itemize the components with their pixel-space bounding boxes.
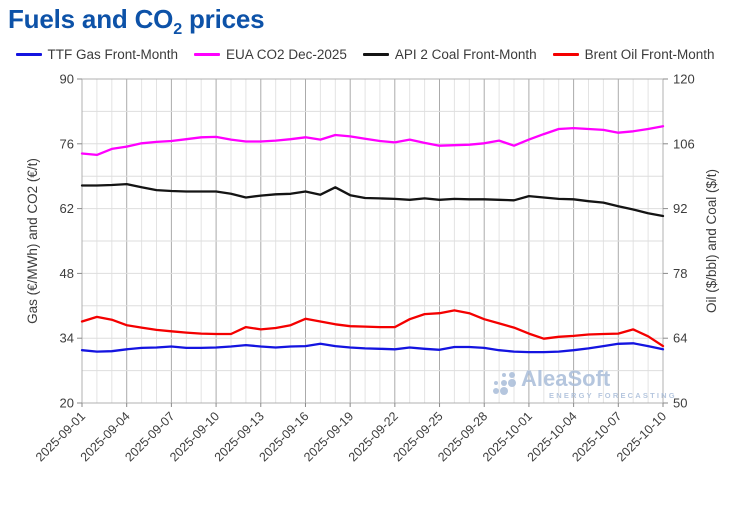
legend-item-api2-coal: API 2 Coal Front-Month <box>362 47 537 62</box>
legend-swatch-brent-oil-icon <box>552 53 579 56</box>
legend-item-ttf-gas: TTF Gas Front-Month <box>15 47 179 62</box>
svg-text:50: 50 <box>673 396 687 411</box>
legend-label-ttf-gas: TTF Gas Front-Month <box>47 47 179 62</box>
svg-text:20: 20 <box>60 396 74 411</box>
legend-swatch-api2-coal-icon <box>362 53 389 56</box>
title-text: Fuels and CO <box>8 4 174 34</box>
series-line-ttf-gas-front-month <box>80 342 665 354</box>
legend-item-eua-co2: EUA CO2 Dec-2025 <box>194 47 347 62</box>
series-line-brent-oil-front-month <box>80 309 665 348</box>
svg-text:34: 34 <box>60 331 74 346</box>
svg-text:78: 78 <box>673 266 687 281</box>
svg-text:106: 106 <box>673 136 695 151</box>
svg-text:48: 48 <box>60 266 74 281</box>
legend-swatch-ttf-gas-icon <box>15 53 42 56</box>
axis-labels: 203448627690506478921061202025-09-012025… <box>25 72 719 465</box>
chart-legend: TTF Gas Front-Month EUA CO2 Dec-2025 API… <box>0 47 730 62</box>
svg-text:92: 92 <box>673 201 687 216</box>
page-title: Fuels and CO2 prices <box>8 4 265 39</box>
svg-text:90: 90 <box>60 72 74 87</box>
series-line-api-2-coal-front-month <box>80 182 665 218</box>
title-text-tail: prices <box>181 4 265 34</box>
series-line-eua-co2-dec-2025 <box>80 125 665 157</box>
legend-swatch-eua-co2-icon <box>194 53 221 56</box>
series-lines <box>80 125 665 354</box>
legend-item-brent-oil: Brent Oil Front-Month <box>552 47 715 62</box>
legend-label-eua-co2: EUA CO2 Dec-2025 <box>226 47 347 62</box>
axes <box>77 78 668 407</box>
title-subscript: 2 <box>173 20 182 39</box>
svg-text:64: 64 <box>673 331 687 346</box>
right-axis-title: Oil ($/bbl) and Coal ($/t) <box>704 169 719 313</box>
legend-label-api2-coal: API 2 Coal Front-Month <box>394 47 537 62</box>
svg-text:120: 120 <box>673 72 695 87</box>
legend-label-brent-oil: Brent Oil Front-Month <box>584 47 715 62</box>
left-axis-title: Gas (€/MWh) and CO2 (€/t) <box>25 158 40 324</box>
svg-text:76: 76 <box>60 136 74 151</box>
svg-text:62: 62 <box>60 201 74 216</box>
